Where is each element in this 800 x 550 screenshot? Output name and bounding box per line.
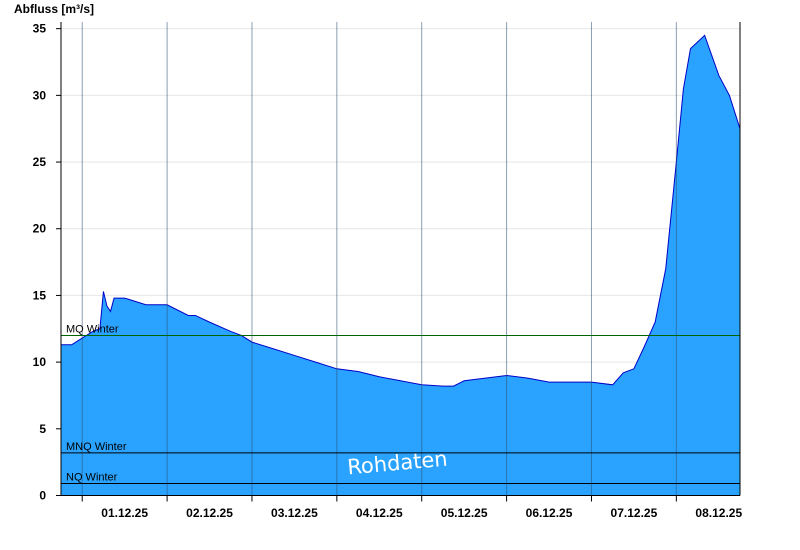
y-tick-label: 20: [33, 222, 47, 236]
y-tick-label: 5: [39, 422, 46, 436]
x-tick-label: 06.12.25: [526, 506, 573, 520]
reference-line-label: NQ Winter: [66, 471, 118, 483]
y-tick-labels: 0 5 10 15 20 25 30 35: [33, 22, 61, 503]
x-tick-label: 07.12.25: [611, 506, 658, 520]
x-tick-label: 01.12.25: [101, 506, 148, 520]
y-axis-label: Abfluss [m³/s]: [14, 2, 94, 16]
y-tick-label: 10: [33, 355, 47, 369]
axes: [60, 22, 741, 496]
x-tick-label: 02.12.25: [186, 506, 233, 520]
reference-lines: MQ Winter MNQ Winter NQ Winter: [61, 323, 740, 484]
x-gridlines: [81, 22, 677, 496]
y-tick-label: 0: [39, 489, 46, 503]
y-tick-label: 25: [33, 155, 47, 169]
x-tick-label: 05.12.25: [441, 506, 488, 520]
discharge-area-fill: [61, 35, 740, 496]
discharge-line: [61, 34, 741, 387]
y-tick-label: 30: [33, 88, 47, 102]
reference-line-label: MQ Winter: [66, 323, 119, 335]
x-tick-label: 03.12.25: [271, 506, 318, 520]
x-tick-label: 04.12.25: [356, 506, 403, 520]
y-tick-label: 35: [33, 22, 47, 36]
discharge-area: [61, 34, 741, 496]
x-tick-label: 08.12.25: [695, 506, 742, 520]
x-tick-labels: 01.12.25 02.12.25 03.12.25 04.12.25 05.12.25…: [81, 495, 742, 520]
reference-line-label: MNQ Winter: [66, 441, 127, 453]
y-tick-label: 15: [33, 288, 47, 302]
